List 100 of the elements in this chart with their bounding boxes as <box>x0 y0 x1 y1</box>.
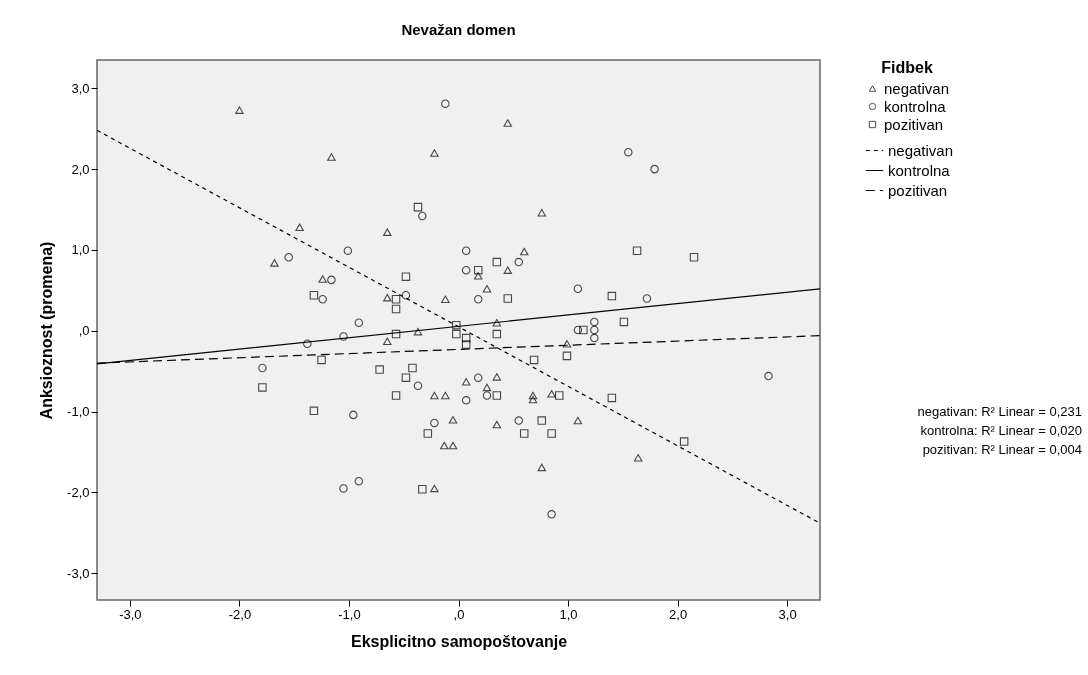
x-tick-label: 3,0 <box>778 606 797 622</box>
point <box>473 373 483 382</box>
point <box>408 363 417 373</box>
chart-title: Nevažan domen <box>401 21 516 38</box>
point <box>492 420 502 429</box>
legend-label: negativan <box>884 79 950 97</box>
point <box>642 294 652 303</box>
y-tick-label: 3,0 <box>71 80 90 96</box>
point <box>295 223 304 232</box>
point <box>391 391 401 400</box>
point <box>383 337 392 346</box>
point <box>519 429 529 438</box>
point <box>579 325 588 335</box>
point <box>607 393 617 403</box>
point <box>375 365 384 374</box>
point <box>473 272 483 280</box>
point <box>573 325 583 335</box>
point <box>492 257 502 267</box>
point <box>547 429 556 438</box>
point <box>343 246 353 256</box>
legend-label: kontrolna <box>884 97 947 115</box>
point <box>448 441 458 450</box>
point <box>258 383 267 392</box>
point <box>258 363 267 373</box>
point <box>619 317 629 327</box>
y-tick-label: -2,0 <box>67 484 90 500</box>
point <box>401 373 411 382</box>
point <box>764 371 773 381</box>
point <box>441 391 450 400</box>
point <box>354 476 364 486</box>
point <box>383 228 392 236</box>
point <box>624 147 633 157</box>
point <box>503 294 513 303</box>
point <box>528 391 538 400</box>
point <box>461 246 471 256</box>
point <box>492 318 502 327</box>
point <box>284 252 293 262</box>
legend-label: negativan <box>888 141 954 159</box>
point <box>573 416 583 425</box>
point <box>318 275 327 283</box>
point <box>461 333 471 343</box>
point <box>547 510 556 519</box>
point <box>441 99 450 108</box>
point <box>461 377 471 386</box>
point <box>317 355 326 365</box>
y-tick-label: 2,0 <box>71 161 90 177</box>
x-tick-label: -3,0 <box>119 606 142 622</box>
point <box>413 381 423 391</box>
point <box>650 164 659 174</box>
point <box>452 320 461 330</box>
y-tick-label: 1,0 <box>71 242 90 258</box>
x-tick-label: 1,0 <box>559 606 578 622</box>
point <box>679 437 689 446</box>
point <box>573 284 583 294</box>
point <box>423 429 433 438</box>
legend-label: kontrolna <box>888 161 951 179</box>
point <box>590 325 599 335</box>
point <box>632 246 642 256</box>
point <box>482 391 492 400</box>
point <box>473 295 483 304</box>
x-tick-label: ,0 <box>453 606 465 622</box>
y-tick-label: ,0 <box>78 323 90 339</box>
point <box>309 406 319 416</box>
x-tick-label: 2,0 <box>669 606 688 622</box>
point <box>430 391 439 400</box>
point <box>537 463 547 472</box>
point <box>519 247 529 256</box>
point <box>514 416 524 425</box>
point <box>441 295 450 304</box>
point <box>430 149 439 157</box>
y-axis-title: Anksioznost (promena) <box>38 241 56 420</box>
point <box>555 391 564 400</box>
point <box>482 285 492 293</box>
point <box>327 275 336 285</box>
point <box>461 265 471 275</box>
point <box>689 252 699 262</box>
point <box>318 295 327 304</box>
point <box>492 329 502 339</box>
point <box>391 295 401 304</box>
point <box>383 293 392 302</box>
point <box>607 291 617 301</box>
point <box>537 416 547 425</box>
point <box>413 202 423 212</box>
point <box>401 272 411 281</box>
point <box>235 106 244 114</box>
point <box>633 453 643 462</box>
point <box>547 390 556 398</box>
point <box>354 318 364 327</box>
text: negativan: R² Linear = 0,231 <box>917 404 1082 419</box>
point <box>391 329 401 339</box>
point <box>503 266 513 274</box>
point <box>349 410 358 420</box>
point <box>461 396 471 405</box>
point <box>303 339 312 348</box>
point <box>448 415 458 424</box>
text: pozitivan: R² Linear = 0,004 <box>922 442 1082 457</box>
point <box>391 304 401 314</box>
point <box>562 351 572 361</box>
point <box>430 418 439 428</box>
point <box>482 383 492 392</box>
